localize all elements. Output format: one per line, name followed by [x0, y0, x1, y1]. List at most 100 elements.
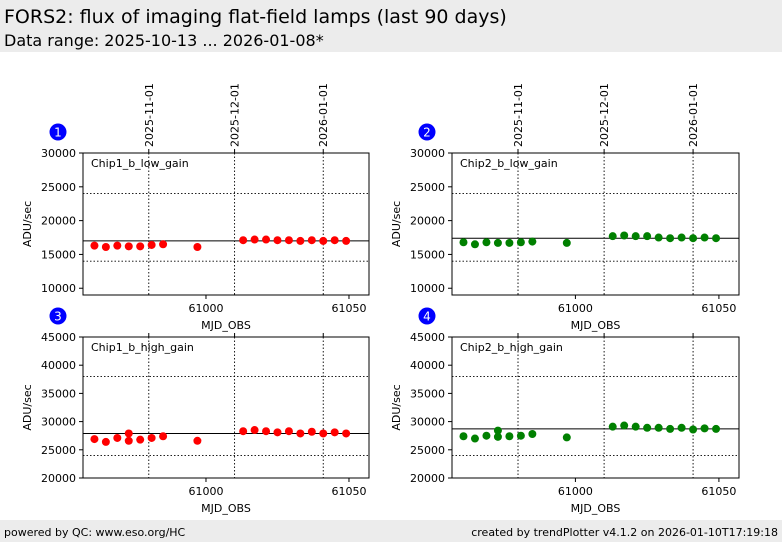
data-point [342, 236, 351, 245]
y-tick-label: 15000 [41, 248, 76, 261]
data-point [239, 236, 248, 245]
data-point [516, 238, 525, 247]
data-point [620, 231, 629, 240]
date-tick-label: 2025-12-01 [598, 83, 611, 147]
panel-number: 2 [423, 126, 431, 140]
plot-frame [451, 336, 740, 479]
data-point [330, 428, 339, 437]
data-point [262, 427, 271, 436]
y-axis-label: ADU/sec [390, 384, 403, 430]
data-point [677, 423, 686, 432]
y-tick-label: 45000 [410, 331, 445, 344]
x-tick-label: 61050 [701, 485, 736, 498]
data-point [307, 427, 316, 436]
data-point [700, 233, 709, 242]
data-point [284, 427, 293, 436]
y-tick-label: 40000 [41, 359, 76, 372]
data-point [700, 424, 709, 433]
page-title: FORS2: flux of imaging flat-field lamps … [4, 6, 507, 28]
data-point [459, 238, 468, 247]
panel-number-badge [49, 123, 67, 141]
y-tick-label: 20000 [41, 472, 76, 485]
data-point [643, 232, 652, 241]
x-tick-label: 61050 [701, 302, 736, 315]
chart-panel: 10000 15000 20000 25000 30000 61000 61050 2025-… [390, 83, 740, 332]
data-point [136, 242, 145, 251]
data-point [159, 432, 168, 441]
panel-number: 1 [54, 126, 62, 140]
data-point [643, 423, 652, 432]
y-tick-label: 15000 [410, 248, 445, 261]
data-point [712, 234, 721, 243]
data-point [124, 436, 133, 445]
x-tick-label: 61000 [188, 302, 223, 315]
y-tick-label: 10000 [41, 282, 76, 295]
data-point [493, 238, 502, 247]
y-tick-label: 20000 [410, 472, 445, 485]
data-point [493, 432, 502, 441]
x-axis-label: MJD_OBS [571, 502, 621, 515]
x-tick-label: 61000 [188, 485, 223, 498]
date-tick-label: 2026-01-01 [687, 83, 700, 147]
y-tick-label: 35000 [410, 387, 445, 400]
y-tick-label: 45000 [41, 331, 76, 344]
chart-panel: 10000 15000 20000 25000 30000 61000 61050 2025-… [21, 83, 370, 332]
data-point [666, 234, 675, 243]
x-axis-label: MJD_OBS [571, 319, 621, 332]
data-point [689, 234, 698, 243]
data-point [631, 232, 640, 241]
data-point [147, 433, 156, 442]
data-point [113, 241, 122, 250]
data-point [689, 425, 698, 434]
data-point [677, 233, 686, 242]
y-tick-label: 25000 [41, 181, 76, 194]
x-axis-label: MJD_OBS [201, 319, 251, 332]
y-tick-label: 30000 [41, 147, 76, 160]
data-point [239, 427, 248, 436]
data-point [296, 429, 305, 438]
chart-panel: 20000 25000 30000 35000 40000 45000 61000 61050… [21, 307, 370, 515]
data-point [654, 423, 663, 432]
data-point [101, 242, 110, 251]
data-point [319, 429, 328, 438]
data-point [262, 235, 271, 244]
panel-annotation: Chip2_b_high_gain [460, 341, 563, 354]
y-axis-label: ADU/sec [21, 201, 34, 247]
data-point [307, 236, 316, 245]
y-tick-label: 20000 [41, 215, 76, 228]
data-point [273, 428, 282, 437]
chart-panel: 20000 25000 30000 35000 40000 45000 61000 61050… [390, 307, 740, 515]
data-point [193, 242, 202, 251]
x-tick-label: 61050 [331, 485, 366, 498]
data-point [113, 433, 122, 442]
data-point [528, 237, 537, 246]
data-point [459, 432, 468, 441]
page-subtitle: Data range: 2025-10-13 ... 2026-01-08* [4, 31, 324, 50]
panel-number-badge [49, 307, 67, 325]
data-point [505, 238, 514, 247]
data-point [250, 426, 259, 435]
data-point [666, 424, 675, 433]
panel-number: 3 [54, 310, 62, 324]
data-point [124, 242, 133, 251]
y-tick-label: 20000 [410, 215, 445, 228]
x-tick-label: 61000 [558, 302, 593, 315]
data-point [470, 434, 479, 443]
data-point [562, 238, 571, 247]
data-point [159, 240, 168, 249]
plot-frame [82, 336, 370, 479]
data-point [712, 424, 721, 433]
y-tick-label: 30000 [41, 416, 76, 429]
data-point [284, 236, 293, 245]
y-tick-label: 35000 [41, 387, 76, 400]
data-point [342, 429, 351, 438]
y-axis-label: ADU/sec [390, 201, 403, 247]
y-tick-label: 25000 [410, 181, 445, 194]
data-point [193, 436, 202, 445]
x-tick-label: 61000 [558, 485, 593, 498]
data-point [562, 433, 571, 442]
plot-frame [451, 152, 740, 296]
y-tick-label: 30000 [410, 147, 445, 160]
data-point [147, 240, 156, 249]
